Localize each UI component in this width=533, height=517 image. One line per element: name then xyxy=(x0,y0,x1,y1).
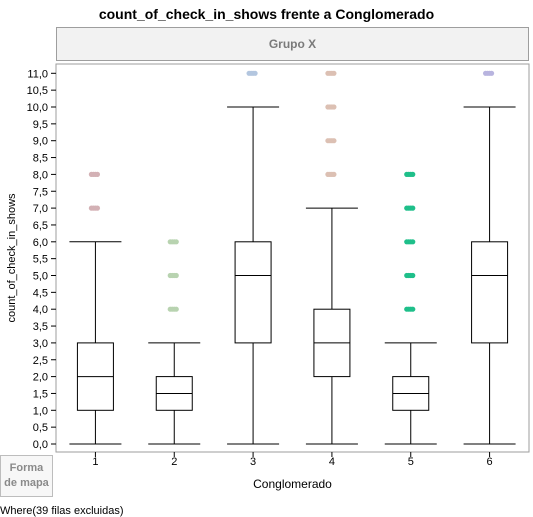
y-tick-label: 9,5 xyxy=(33,119,48,131)
map-shape-label: Forma de mapa xyxy=(4,462,49,489)
group-x-label: Grupo X xyxy=(268,37,317,51)
outlier-point xyxy=(488,70,495,76)
y-tick-label: 4,5 xyxy=(33,287,48,299)
where-filter-text: Where(39 filas excluidas) xyxy=(0,505,124,517)
x-tick-label: 5 xyxy=(408,456,414,468)
y-tick-label: 0,0 xyxy=(33,439,48,451)
plot-frame xyxy=(55,63,530,453)
y-tick-label: 8,5 xyxy=(33,153,48,165)
outlier-point xyxy=(410,272,416,279)
y-axis-label: count_of_check_in_shows xyxy=(6,193,18,323)
y-tick-label: 11,0 xyxy=(27,68,48,80)
x-tick-label: 1 xyxy=(92,456,98,468)
box-iqr xyxy=(234,241,272,344)
outlier-point xyxy=(94,171,101,177)
y-tick-label: 2,5 xyxy=(33,355,48,367)
outlier-point xyxy=(173,306,179,312)
x-axis-label: Conglomerado xyxy=(253,477,332,491)
y-tick-label: 0,5 xyxy=(33,422,48,434)
y-tick-label: 5,0 xyxy=(33,271,48,283)
y-tick-label: 7,0 xyxy=(33,203,48,215)
chart-title: count_of_check_in_shows frente a Conglom… xyxy=(98,6,435,22)
y-tick-label: 2,0 xyxy=(33,372,48,384)
map-shape-button[interactable]: Forma de mapa xyxy=(0,455,53,497)
outlier-point xyxy=(252,70,258,76)
outlier-point xyxy=(331,138,337,144)
x-tick-label: 4 xyxy=(329,456,335,468)
outlier-point xyxy=(331,104,337,110)
outlier-point xyxy=(410,306,416,312)
y-tick-label: 9,0 xyxy=(33,136,48,148)
y-tick-label: 1,5 xyxy=(33,388,48,400)
y-tick-label: 5,5 xyxy=(33,254,48,266)
group-x-header[interactable]: Grupo X xyxy=(56,27,529,61)
y-tick-label: 7,5 xyxy=(33,186,48,198)
box-iqr xyxy=(471,241,509,344)
y-tick-label: 6,0 xyxy=(33,237,48,249)
y-tick-label: 6,5 xyxy=(33,220,48,232)
outlier-point xyxy=(410,239,416,245)
outlier-point xyxy=(410,205,416,211)
x-tick-label: 3 xyxy=(250,456,256,468)
y-tick-label: 3,0 xyxy=(33,338,48,350)
outlier-point xyxy=(331,171,337,177)
y-tick-label: 10,5 xyxy=(27,85,48,97)
x-tick-label: 2 xyxy=(171,456,177,468)
y-tick-label: 4,0 xyxy=(33,304,48,316)
outlier-point xyxy=(94,205,101,211)
y-tick-label: 10,0 xyxy=(27,102,48,114)
outlier-point xyxy=(331,70,337,76)
outlier-point xyxy=(173,272,179,279)
outlier-point xyxy=(173,239,179,245)
outlier-point xyxy=(410,171,416,177)
y-tick-label: 3,5 xyxy=(33,321,48,333)
x-tick-label: 6 xyxy=(487,456,493,468)
y-tick-label: 1,0 xyxy=(33,405,48,417)
y-tick-label: 8,0 xyxy=(33,169,48,181)
